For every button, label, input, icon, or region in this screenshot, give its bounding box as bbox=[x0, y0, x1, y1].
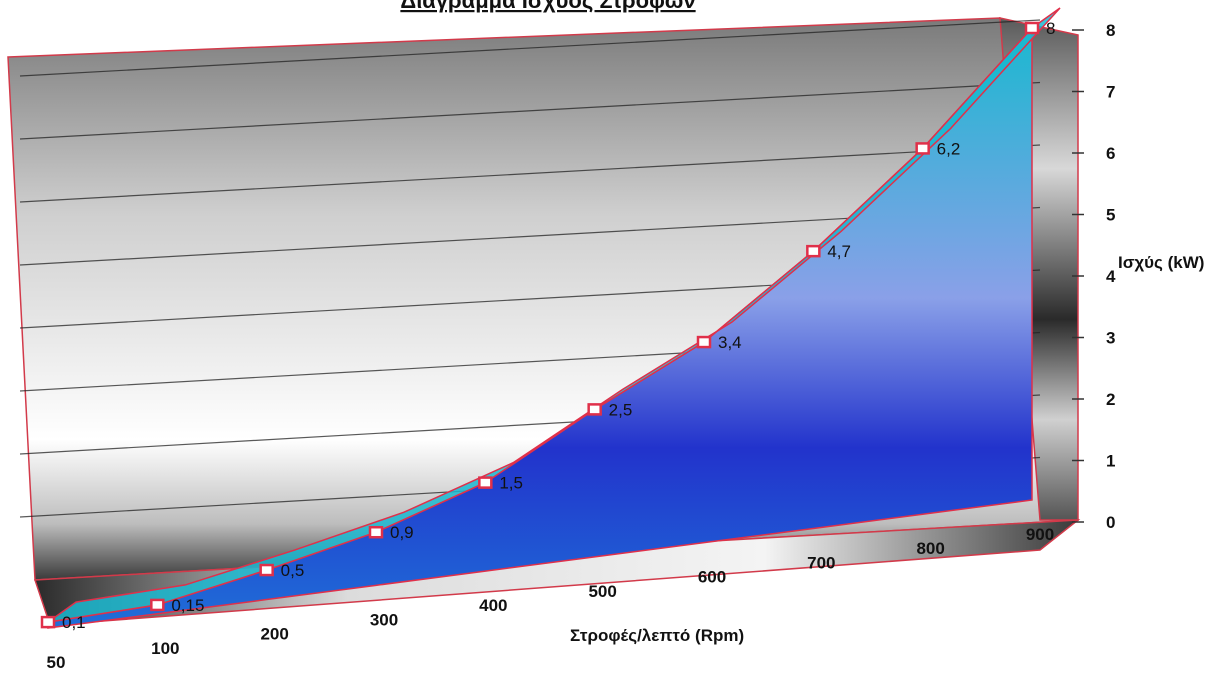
y-tick-label: 5 bbox=[1106, 206, 1115, 225]
y-tick-label: 2 bbox=[1106, 390, 1115, 409]
x-tick-label: 800 bbox=[916, 539, 944, 558]
y-axis-ticks: 0 1 2 3 4 5 6 7 8 bbox=[1072, 21, 1116, 532]
data-label: 2,5 bbox=[609, 400, 633, 419]
grid-line bbox=[19, 144, 1041, 203]
grid-line bbox=[19, 19, 1041, 77]
y-tick-label: 1 bbox=[1106, 452, 1115, 471]
data-point-marker bbox=[259, 563, 274, 577]
x-tick-label: 200 bbox=[260, 625, 288, 644]
y-tick-label: 3 bbox=[1106, 329, 1115, 348]
chart-title-text: Διάγραμμα Ισχύος Στροφών bbox=[400, 0, 695, 13]
x-tick-label: 50 bbox=[47, 653, 66, 672]
area-series bbox=[47, 7, 1061, 629]
data-markers bbox=[40, 21, 1040, 629]
data-label: 8 bbox=[1046, 19, 1055, 38]
data-point-marker bbox=[696, 335, 712, 349]
y-tick-label: 8 bbox=[1106, 21, 1115, 40]
data-label: 1,5 bbox=[499, 474, 523, 493]
x-tick-label: 300 bbox=[370, 610, 398, 629]
x-tick-label: 700 bbox=[807, 553, 835, 572]
data-point-marker bbox=[806, 244, 821, 258]
data-point-marker bbox=[368, 525, 384, 539]
data-labels: 0,1 0,15 0,5 0,9 1,5 2,5 3,4 4,7 6,2 8 bbox=[62, 19, 1055, 632]
data-label: 6,2 bbox=[937, 139, 961, 158]
data-point-marker bbox=[587, 403, 602, 416]
y-tick-label: 6 bbox=[1106, 144, 1115, 163]
y-axis-label: Ισχύς (kW) bbox=[1118, 253, 1204, 272]
data-label: 0,9 bbox=[390, 523, 414, 542]
chart-title: Διάγραμμα Ισχύος Στροφών bbox=[400, 0, 695, 13]
data-label: 0,1 bbox=[62, 613, 86, 632]
data-point-marker bbox=[40, 615, 56, 629]
floor bbox=[33, 519, 1081, 626]
x-tick-label: 500 bbox=[588, 582, 616, 601]
data-label: 4,7 bbox=[827, 242, 851, 261]
x-axis-label: Στροφές/λεπτό (Rpm) bbox=[570, 626, 744, 645]
y-tick-label: 0 bbox=[1106, 513, 1115, 532]
y-tick-label: 7 bbox=[1106, 83, 1115, 102]
x-tick-label: 100 bbox=[151, 639, 179, 658]
grid-line bbox=[19, 81, 1041, 140]
x-tick-label: 900 bbox=[1026, 525, 1054, 544]
data-label: 0,15 bbox=[171, 596, 204, 615]
data-point-marker bbox=[150, 598, 165, 612]
y-tick-label: 4 bbox=[1106, 267, 1116, 286]
data-point-marker bbox=[478, 476, 493, 489]
x-tick-label: 600 bbox=[698, 568, 726, 587]
x-axis-ticks: 50 100 200 300 400 500 600 700 800 900 bbox=[47, 525, 1055, 672]
data-label: 0,5 bbox=[281, 561, 305, 580]
data-point-marker bbox=[1024, 21, 1040, 35]
area-top-ribbon bbox=[47, 7, 1061, 623]
x-tick-label: 400 bbox=[479, 596, 507, 615]
data-label: 3,4 bbox=[718, 333, 742, 352]
data-point-marker bbox=[915, 142, 930, 155]
